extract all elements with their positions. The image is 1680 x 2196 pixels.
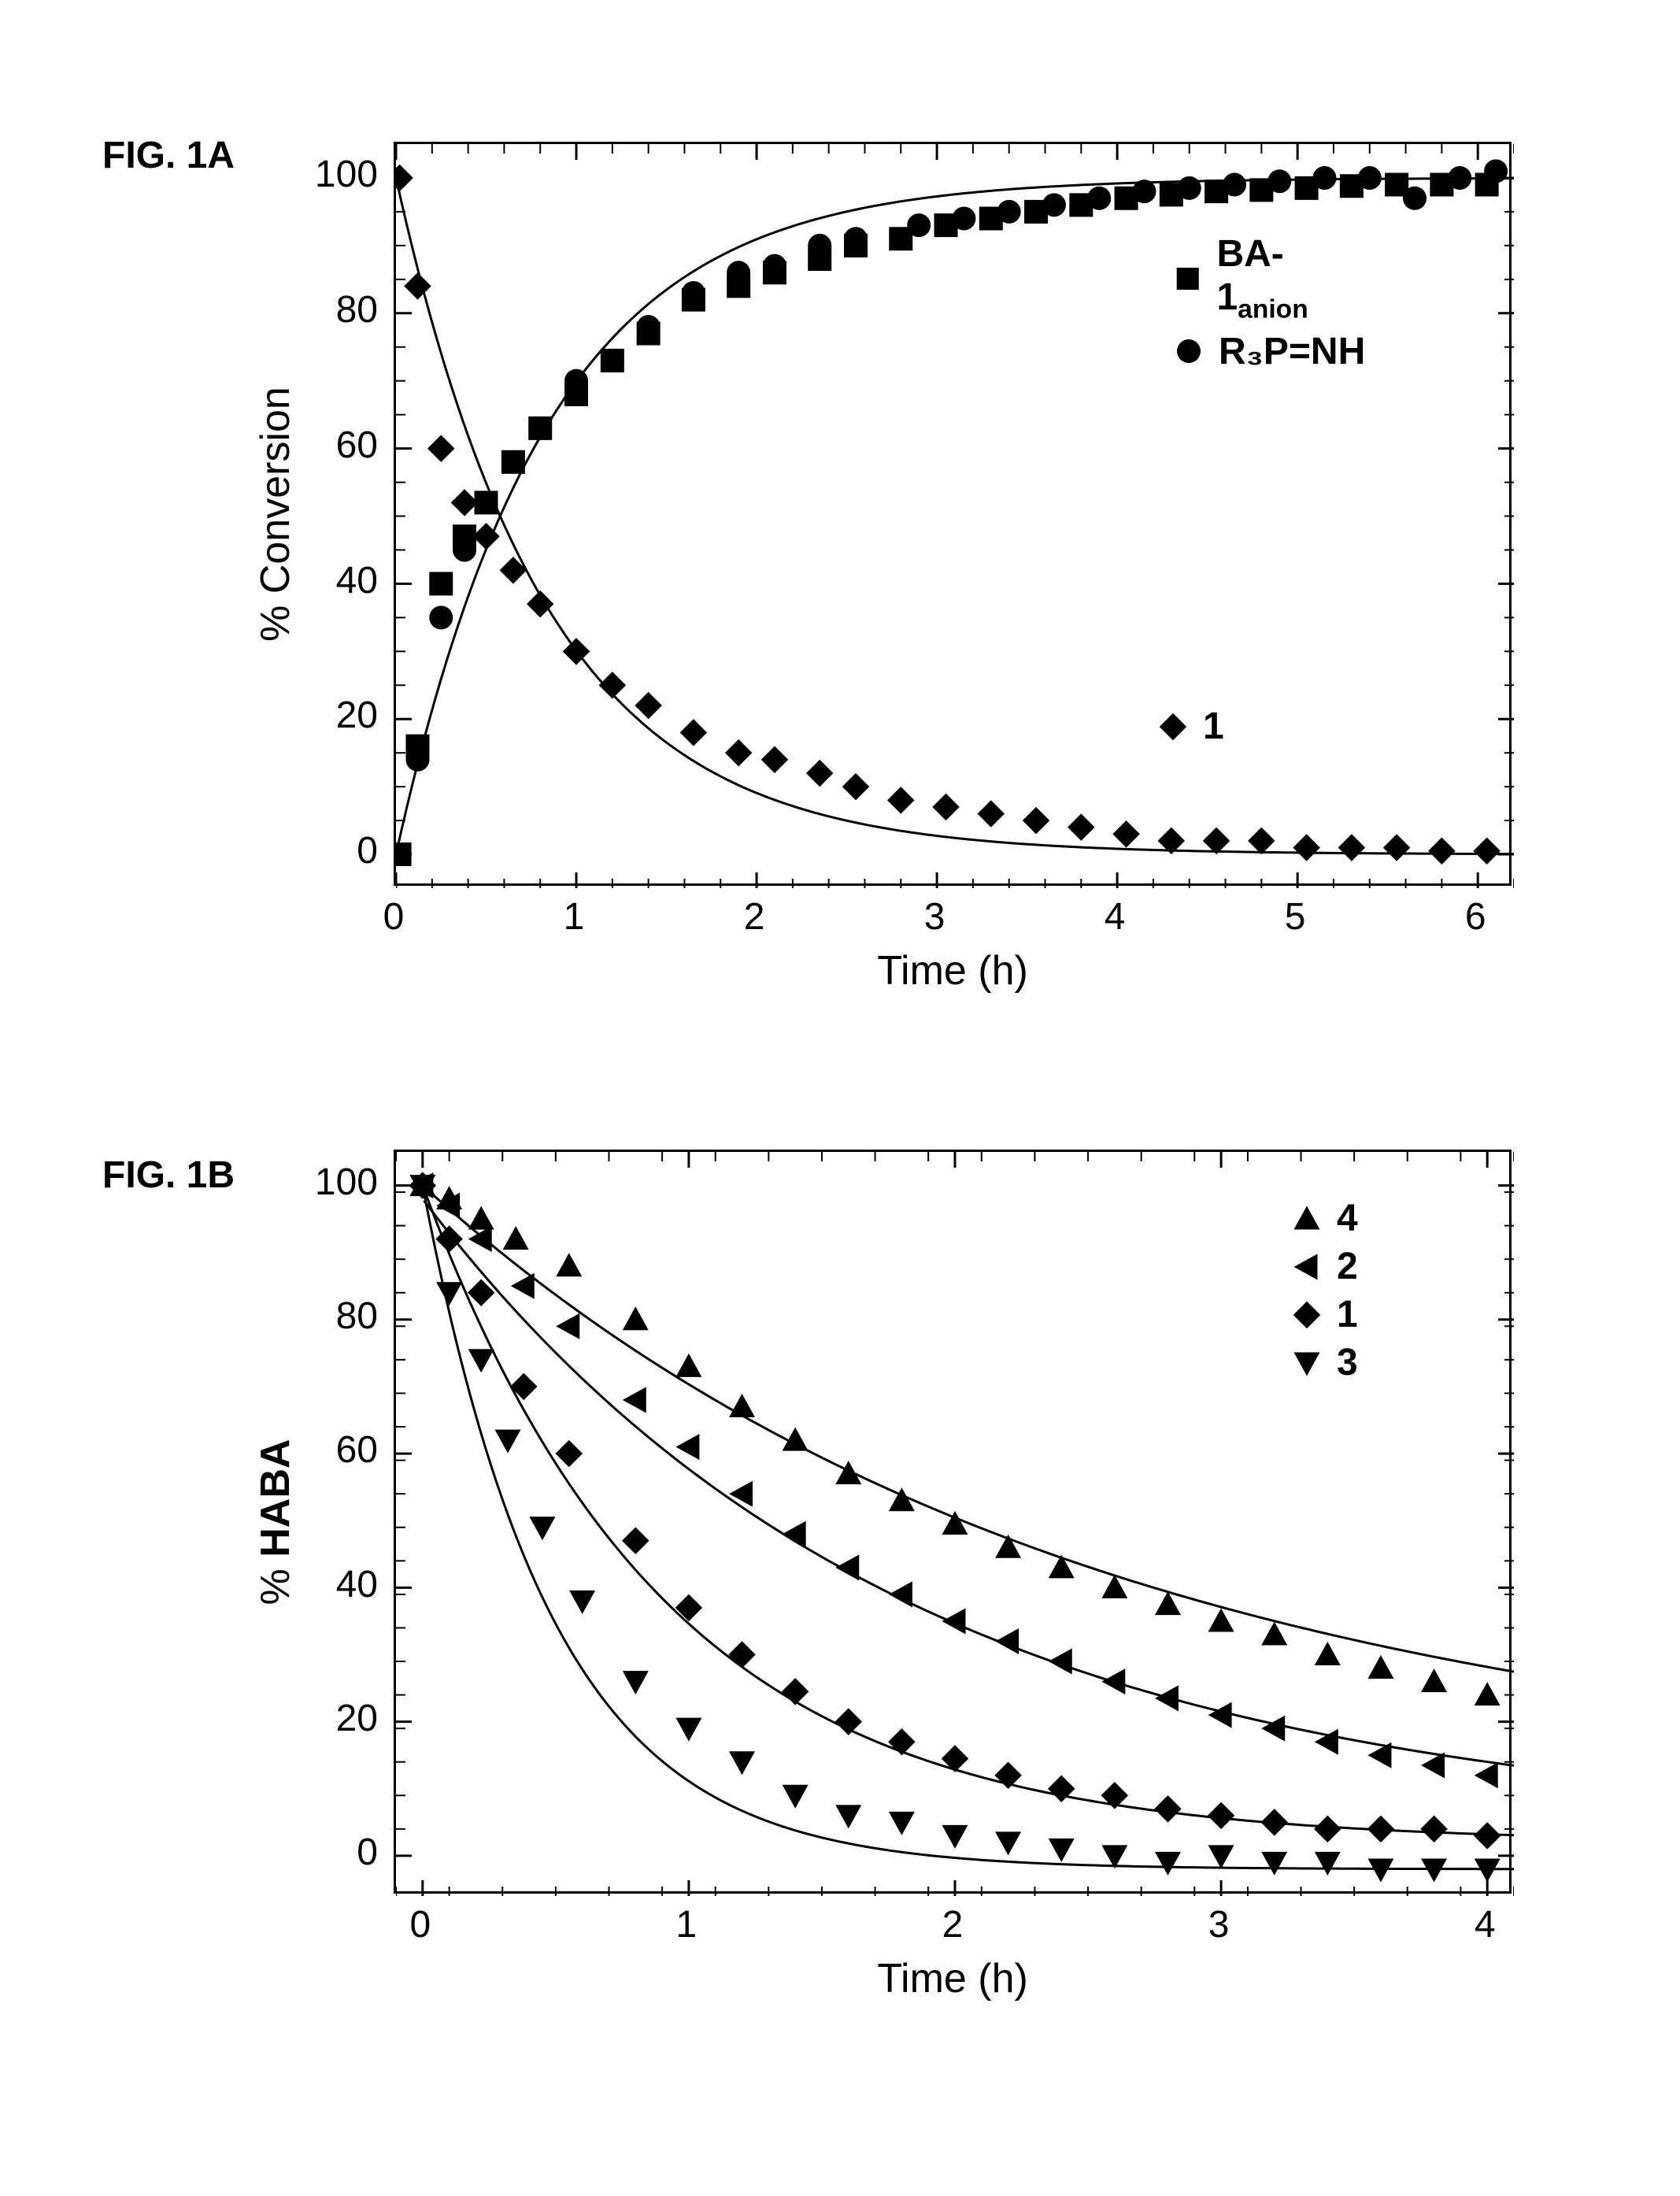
legend-marker-diamond-icon [1291, 1299, 1323, 1331]
figure-a-legend: BA-1anion R₃P=NH [1173, 232, 1365, 378]
legend-label: 1 [1203, 705, 1224, 748]
legend-row: 2 [1291, 1245, 1358, 1288]
y-tick-label: 100 [291, 1161, 378, 1204]
x-tick-label: 1 [655, 1903, 718, 1946]
legend-label: BA-1anion [1216, 232, 1365, 325]
figure-a-legend-2: 1 [1157, 705, 1224, 753]
page: FIG. 1A 0123456020406080100Time (h)% Con… [0, 0, 1680, 2196]
legend-marker-diamond-icon [1157, 711, 1189, 742]
y-tick-label: 60 [291, 1428, 378, 1472]
legend-marker-square-icon [1173, 263, 1202, 294]
legend-label: 1 [1337, 1293, 1358, 1336]
x-tick-label: 2 [723, 895, 786, 939]
y-tick-label: 0 [291, 829, 378, 872]
x-axis-title: Time (h) [394, 1955, 1512, 2002]
y-tick-label: 0 [291, 1831, 378, 1874]
legend-label: R₃P=NH [1219, 330, 1365, 373]
y-tick-label: 60 [291, 424, 378, 467]
x-tick-label: 6 [1444, 895, 1507, 939]
figure-a-label: FIG. 1A [102, 134, 235, 177]
figure-b-label: FIG. 1B [102, 1154, 235, 1197]
legend-marker-triangle-up-icon [1291, 1203, 1323, 1235]
x-tick-label: 2 [921, 1903, 984, 1946]
legend-row: 1 [1291, 1293, 1358, 1336]
legend-label: 2 [1337, 1245, 1358, 1288]
x-axis-title: Time (h) [394, 947, 1512, 994]
legend-row: 3 [1291, 1341, 1358, 1384]
y-tick-label: 20 [291, 694, 378, 737]
y-tick-label: 20 [291, 1697, 378, 1740]
y-tick-label: 80 [291, 1294, 378, 1338]
x-tick-label: 3 [903, 895, 966, 939]
legend-label: 3 [1337, 1341, 1358, 1384]
y-tick-label: 40 [291, 1563, 378, 1606]
x-tick-label: 0 [389, 1903, 452, 1946]
x-tick-label: 4 [1083, 895, 1146, 939]
legend-row: 1 [1157, 705, 1224, 748]
x-tick-label: 3 [1187, 1903, 1250, 1946]
legend-marker-circle-icon [1173, 335, 1204, 367]
legend-row: 4 [1291, 1197, 1358, 1240]
x-tick-label: 0 [362, 895, 425, 939]
x-tick-label: 5 [1264, 895, 1327, 939]
x-tick-label: 1 [542, 895, 605, 939]
y-axis-title: % Conversion [252, 357, 299, 672]
y-tick-label: 100 [291, 153, 378, 196]
figure-b-legend: 4 2 1 3 [1291, 1197, 1358, 1389]
legend-label: 4 [1337, 1197, 1358, 1240]
legend-marker-triangle-down-icon [1291, 1347, 1323, 1379]
y-axis-title: % HABA [252, 1365, 299, 1679]
legend-row: R₃P=NH [1173, 330, 1365, 373]
y-tick-label: 40 [291, 559, 378, 602]
x-tick-label: 4 [1453, 1903, 1516, 1946]
legend-marker-triangle-left-icon [1291, 1251, 1323, 1283]
y-tick-label: 80 [291, 288, 378, 331]
legend-row: BA-1anion [1173, 232, 1365, 325]
